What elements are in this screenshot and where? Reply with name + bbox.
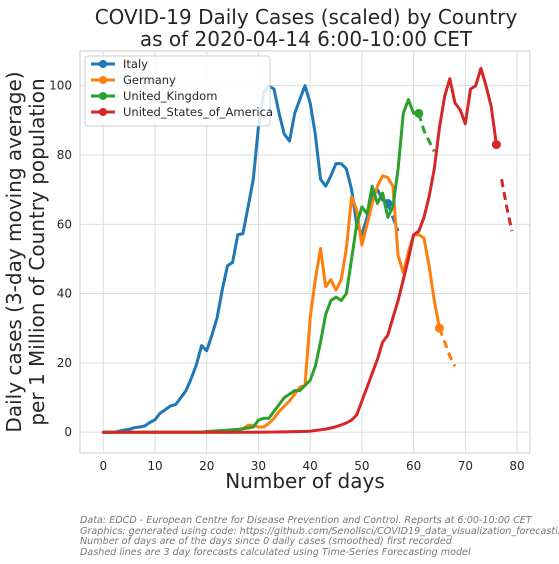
legend-marker-germany (99, 76, 107, 84)
legend-label-italy: Italy (123, 57, 148, 71)
x-tick-label: 30 (251, 459, 266, 473)
chart: COVID-19 Daily Cases (scaled) by Country… (2, 5, 531, 493)
y-tick-label: 80 (57, 148, 72, 162)
x-tick-label: 20 (199, 459, 214, 473)
x-tick-label: 10 (147, 459, 162, 473)
x-tick-labels: 0 10 20 30 40 50 60 70 80 (99, 459, 524, 473)
y-tick-label: 60 (57, 217, 72, 231)
x-axis-label: Number of days (225, 469, 385, 493)
legend-marker-united-kingdom (99, 92, 107, 100)
chart-title-line-1: COVID-19 Daily Cases (scaled) by Country (95, 5, 518, 29)
forecast-line-italy (386, 202, 400, 232)
y-tick-label: 100 (49, 79, 72, 93)
x-tick-label: 70 (458, 459, 473, 473)
y-tick-label: 20 (57, 356, 72, 370)
footnote: Data: EDCD - European Centre for Disease… (80, 515, 559, 558)
y-axis-label-line-1: Daily cases (3-day moving average) (2, 71, 26, 432)
chart-title-line-2: as of 2020-04-14 6:00-10:00 CET (140, 27, 473, 51)
footnote-line: Graphics: generated using code: https://… (80, 525, 559, 537)
legend-marker-italy (99, 60, 107, 68)
footnote-line: Data: EDCD - European Centre for Disease… (80, 515, 532, 526)
series-line-italy (101, 84, 390, 434)
x-tick-label: 80 (509, 459, 524, 473)
y-tick-label: 0 (64, 425, 72, 439)
series-line-united-states-of-america (101, 66, 498, 434)
legend-box (84, 55, 271, 127)
x-tick-label: 0 (99, 459, 107, 473)
last-point-marker-united-states-of-america (491, 140, 501, 150)
legend: Italy Germany United_Kingdom United_States_… (84, 55, 273, 127)
forecast-line-united-states-of-america (500, 178, 514, 232)
series-lines (101, 66, 514, 434)
last-point-marker-germany (434, 323, 444, 333)
legend-label-germany: Germany (123, 73, 176, 87)
last-point-marker-united-kingdom (414, 108, 424, 118)
y-tick-labels: 0 20 40 60 80 100 (49, 79, 72, 440)
footnote-line: Dashed lines are 3 day forecasts calcula… (80, 546, 471, 558)
legend-label-united-kingdom: United_Kingdom (123, 89, 217, 103)
y-tick-label: 40 (57, 287, 72, 301)
legend-label-united-states-of-america: United_States_of_America (123, 105, 273, 119)
x-tick-label: 60 (406, 459, 421, 473)
forecast-line-germany (438, 327, 457, 368)
x-tick-label: 50 (354, 459, 369, 473)
legend-marker-united-states-of-america (99, 108, 107, 116)
x-tick-label: 40 (303, 459, 318, 473)
footnote-line: Number of days are of the days since 0 d… (80, 536, 452, 548)
y-axis-label-line-2: per 1 Million of Country population (25, 78, 49, 425)
